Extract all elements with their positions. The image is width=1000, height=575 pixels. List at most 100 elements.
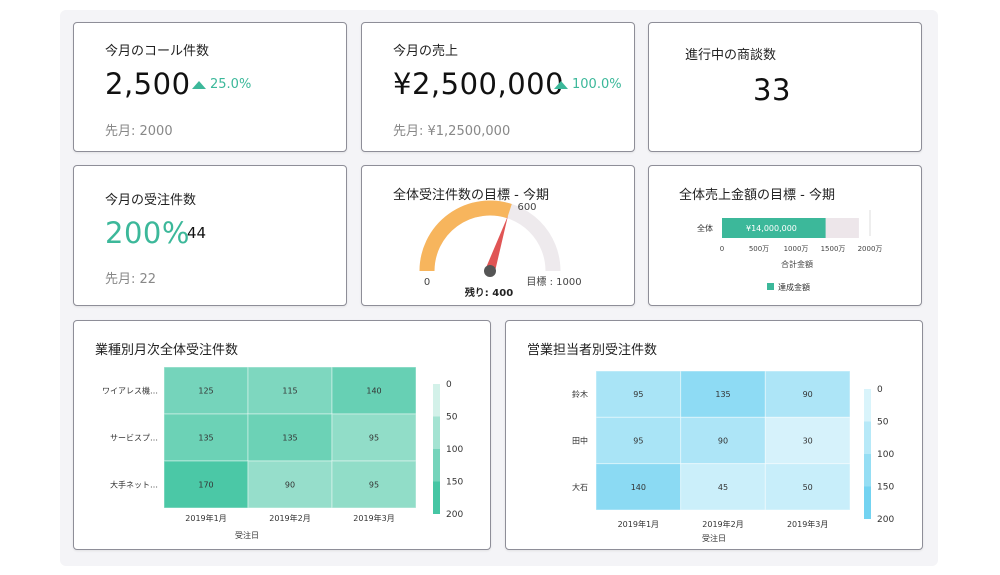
- heatmap-cell-value: 45: [718, 483, 728, 492]
- heatmap-cell[interactable]: [331, 366, 417, 415]
- kpi-change: 100.0%: [554, 77, 622, 92]
- heatmap-title: 業種別月次全体受注件数: [95, 343, 239, 358]
- heatmap-cell-value: 90: [718, 437, 728, 446]
- heatmap-cell[interactable]: [595, 370, 682, 418]
- legend-tick-label: 50: [446, 413, 458, 423]
- kpi-card-sales[interactable]: 今月の売上 ¥2,500,000 100.0% 先月: ¥1,2500,000: [361, 22, 635, 152]
- x-axis-title: 受注日: [235, 530, 259, 540]
- kpi-title: 今月の受注件数: [105, 193, 197, 208]
- heatmap-cell-value: 135: [715, 390, 730, 399]
- heatmap-col-label: 2019年3月: [787, 519, 828, 529]
- legend-tick-label: 150: [877, 483, 894, 493]
- legend-tick-label: 0: [446, 380, 452, 390]
- kpi-value: 200%: [105, 216, 190, 250]
- industry-heatmap-card[interactable]: 業種別月次全体受注件数 125 115 140 135 135 95 170 90 95 ワイアレ…: [73, 320, 491, 550]
- kpi-card-deals[interactable]: 進行中の商談数 33: [648, 22, 922, 152]
- heatmap-cell-value: 95: [369, 434, 379, 443]
- kpi-previous: 先月: 2000: [105, 124, 173, 139]
- heatmap-col-label: 2019年1月: [618, 519, 659, 529]
- gauge-needle: [485, 215, 508, 273]
- heatmap-row-label: 大手ネット…: [110, 480, 158, 490]
- heatmap-cell[interactable]: [764, 463, 851, 511]
- heatmap-col-label: 2019年3月: [353, 513, 394, 523]
- x-axis-title: 受注日: [702, 533, 726, 543]
- heatmap-cell[interactable]: [680, 416, 766, 465]
- heatmap-cell[interactable]: [764, 416, 851, 465]
- heatmap-row-label: ワイアレス機…: [102, 386, 158, 396]
- heatmap-cell-value: 140: [366, 387, 381, 396]
- gauge-card[interactable]: 全体受注件数の目標 - 今期 0 600 目標 : 1000 残り: 400: [361, 165, 635, 306]
- kpi-previous: 先月: ¥1,2500,000: [393, 124, 511, 139]
- sales-target-chart: 全体 ¥14,000,000 0 500万 1000万 1500万 2000万 合計金額…: [697, 210, 883, 292]
- kpi-card-calls[interactable]: 今月のコール件数 2,500 25.0% 先月: 2000: [73, 22, 347, 152]
- legend-tick-label: 0: [877, 385, 883, 395]
- heatmap-cell-value: 30: [803, 437, 813, 446]
- gauge-chart: 0 600 目標 : 1000 残り: 400: [419, 200, 582, 299]
- heatmap-col-label: 2019年2月: [269, 513, 310, 523]
- legend-segment: [433, 384, 440, 417]
- gauge-remaining-label: 残り: 400: [465, 286, 513, 299]
- bar-value-label: ¥14,000,000: [746, 224, 797, 233]
- gauge-value-label: 600: [517, 202, 536, 213]
- heatmap-cell[interactable]: [680, 370, 766, 418]
- heatmap-cell[interactable]: [247, 413, 333, 462]
- heatmap-row-label: サービスプ…: [110, 434, 158, 443]
- heatmap-cell-value: 95: [633, 390, 643, 399]
- legend-tick-label: 150: [446, 478, 463, 488]
- legend-swatch: [767, 283, 774, 290]
- kpi-previous: 先月: 22: [105, 272, 157, 287]
- gauge-title: 全体受注件数の目標 - 今期: [393, 188, 549, 203]
- x-axis-label: 合計金額: [781, 259, 813, 269]
- heatmap-row-label: 鈴木: [572, 389, 588, 399]
- kpi-title: 今月の売上: [393, 44, 459, 59]
- gauge-hub: [484, 265, 496, 277]
- heatmap-cell-value: 95: [633, 437, 643, 446]
- heatmap-title: 営業担当者別受注件数: [527, 343, 658, 358]
- x-tick-label: 1000万: [784, 245, 809, 253]
- legend-segment: [433, 481, 440, 514]
- heatmap-row-label: 田中: [572, 436, 588, 446]
- heatmap-cell-value: 135: [198, 434, 213, 443]
- sales-target-card[interactable]: 全体売上金額の目標 - 今期 全体 ¥14,000,000 0 500万 1000万…: [648, 165, 922, 306]
- gauge-min-label: 0: [424, 277, 430, 288]
- achieved-bar: [722, 218, 826, 238]
- heatmap-cell[interactable]: [163, 460, 249, 509]
- legend-label[interactable]: 達成金額: [778, 282, 810, 292]
- kpi-change-text: 25.0%: [210, 77, 252, 92]
- kpi-card-orders[interactable]: 今月の受注件数 200% 44 先月: 22: [73, 165, 347, 306]
- heatmap-legend: 0 50 100 150 200: [864, 385, 894, 525]
- legend-segment: [864, 389, 871, 422]
- gauge-fill: [419, 200, 512, 272]
- kpi-title: 今月のコール件数: [105, 44, 210, 59]
- heatmap-col-label: 2019年1月: [185, 513, 226, 523]
- heatmap-cell-value: 125: [198, 387, 213, 396]
- heatmap-cell-value: 50: [803, 483, 813, 492]
- legend-tick-label: 200: [877, 515, 894, 525]
- x-tick-label: 1500万: [821, 245, 846, 253]
- category-label: 全体: [697, 223, 713, 233]
- heatmap-col-label: 2019年2月: [702, 519, 743, 529]
- legend-tick-label: 200: [446, 510, 463, 520]
- heatmap-cell[interactable]: [163, 413, 249, 462]
- trend-up-icon: [192, 80, 206, 89]
- heatmap-legend: 0 50 100 150 200: [433, 380, 463, 520]
- kpi-title: 進行中の商談数: [685, 48, 777, 63]
- heatmap-cell[interactable]: [163, 366, 249, 415]
- heatmap-cell[interactable]: [331, 413, 417, 462]
- heatmap-cell[interactable]: [595, 463, 682, 511]
- legend-tick-label: 100: [877, 450, 894, 460]
- heatmap-cell[interactable]: [680, 463, 766, 511]
- rep-heatmap-card[interactable]: 営業担当者別受注件数 95 135 90 95 90 30 140 45 50 鈴木 田中 大石 201…: [505, 320, 923, 550]
- heatmap-cell[interactable]: [595, 416, 682, 465]
- kpi-value: 2,500: [105, 67, 191, 101]
- heatmap-cell[interactable]: [331, 460, 417, 509]
- x-tick-label: 0: [720, 245, 724, 253]
- heatmap-cell[interactable]: [247, 460, 333, 509]
- heatmap-cell[interactable]: [764, 370, 851, 418]
- kpi-value: ¥2,500,000: [393, 67, 565, 101]
- industry-heatmap-chart: 125 115 140 135 135 95 170 90 95 ワイアレス機… サービスプ… 大手ネ…: [102, 366, 463, 540]
- heatmap-cell-value: 95: [369, 481, 379, 490]
- sales-target-title: 全体売上金額の目標 - 今期: [679, 188, 835, 203]
- x-axis-ticks: 0 500万 1000万 1500万 2000万: [720, 245, 883, 253]
